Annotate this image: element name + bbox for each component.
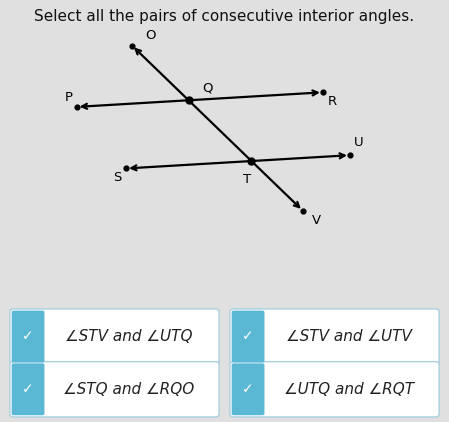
- Text: V: V: [312, 214, 321, 227]
- Point: [128, 42, 136, 49]
- Point: [248, 158, 255, 165]
- Text: S: S: [113, 171, 122, 184]
- Text: Select all the pairs of consecutive interior angles.: Select all the pairs of consecutive inte…: [35, 9, 414, 24]
- Point: [346, 152, 353, 159]
- Text: ✓: ✓: [242, 382, 254, 396]
- Text: U: U: [354, 136, 364, 149]
- Text: Q: Q: [202, 81, 212, 94]
- Text: P: P: [64, 91, 72, 104]
- Text: ∠STV and ∠UTQ: ∠STV and ∠UTQ: [66, 329, 193, 344]
- Text: ∠STQ and ∠RQO: ∠STQ and ∠RQO: [63, 382, 195, 397]
- Point: [185, 97, 192, 104]
- Text: O: O: [145, 30, 156, 43]
- Text: R: R: [327, 95, 336, 108]
- Point: [73, 103, 80, 110]
- Point: [319, 89, 326, 96]
- Text: T: T: [243, 173, 251, 186]
- Point: [299, 208, 307, 214]
- Text: ∠UTQ and ∠RQT: ∠UTQ and ∠RQT: [284, 382, 414, 397]
- Text: ✓: ✓: [22, 330, 34, 344]
- Text: ✓: ✓: [22, 382, 34, 396]
- Text: ∠STV and ∠UTV: ∠STV and ∠UTV: [286, 329, 412, 344]
- Point: [123, 165, 130, 172]
- Text: ✓: ✓: [242, 330, 254, 344]
